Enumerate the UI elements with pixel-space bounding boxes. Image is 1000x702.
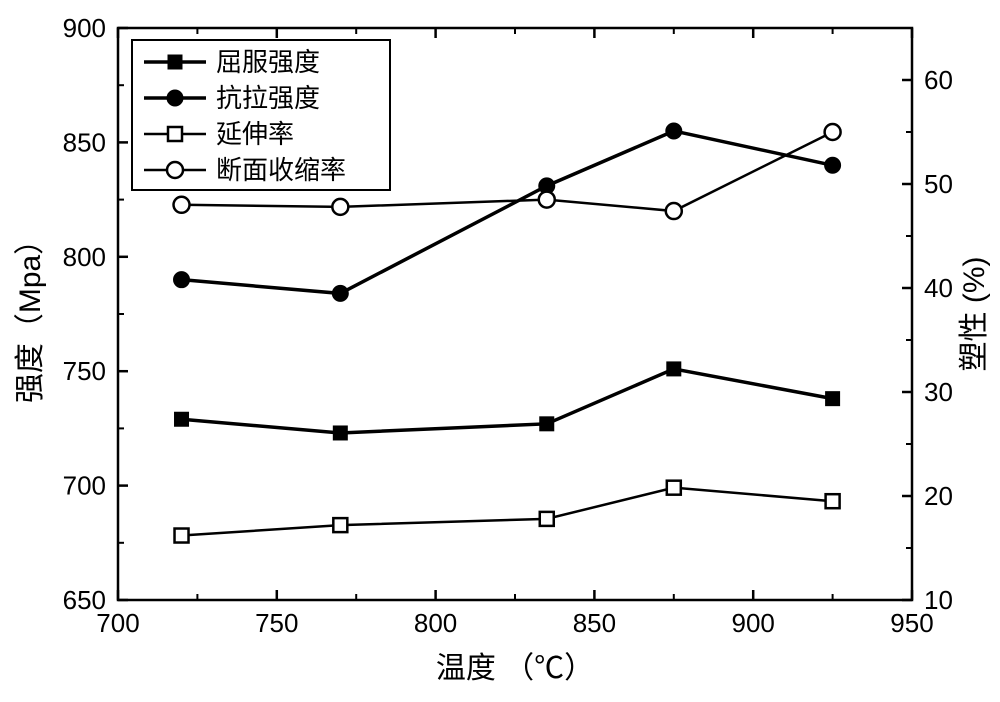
plot-border: [118, 28, 912, 600]
y-left-tick-label: 750: [63, 356, 106, 386]
legend-label: 断面收缩率: [216, 155, 346, 185]
marker-square-filled: [333, 426, 347, 440]
y-right-tick-label: 10: [924, 585, 953, 615]
marker-square-open: [540, 512, 554, 526]
marker-circle-open: [174, 197, 190, 213]
marker-square-open: [826, 494, 840, 508]
x-tick-label: 750: [255, 608, 298, 638]
y-right-tick-label: 50: [924, 169, 953, 199]
y-left-tick-label: 850: [63, 127, 106, 157]
marker-circle-filled: [167, 90, 183, 106]
marker-circle-open: [167, 162, 183, 178]
series-line-2: [182, 488, 833, 536]
marker-circle-open: [332, 199, 348, 215]
chart-container: 7007508008509009506507007508008509001020…: [0, 0, 1000, 702]
marker-square-open: [667, 481, 681, 495]
y-right-tick-label: 60: [924, 65, 953, 95]
x-axis-title: 温度 （℃）: [436, 652, 594, 685]
marker-circle-filled: [666, 123, 682, 139]
marker-circle-filled: [332, 285, 348, 301]
y-right-tick-label: 30: [924, 377, 953, 407]
x-tick-label: 800: [414, 608, 457, 638]
marker-circle-filled: [174, 272, 190, 288]
x-tick-label: 850: [573, 608, 616, 638]
legend-label: 屈服强度: [216, 47, 320, 77]
marker-square-open: [168, 127, 182, 141]
marker-square-filled: [667, 362, 681, 376]
x-tick-label: 900: [732, 608, 775, 638]
marker-square-filled: [540, 417, 554, 431]
y-left-tick-label: 900: [63, 13, 106, 43]
y-right-tick-label: 20: [924, 481, 953, 511]
y-left-tick-label: 800: [63, 242, 106, 272]
chart-svg: 7007508008509009506507007508008509001020…: [0, 0, 1000, 702]
y-right-axis-title: 塑性 (%): [958, 257, 991, 372]
marker-circle-open: [539, 192, 555, 208]
marker-circle-filled: [825, 157, 841, 173]
marker-circle-open: [666, 203, 682, 219]
marker-square-filled: [175, 412, 189, 426]
marker-circle-open: [825, 124, 841, 140]
marker-square-filled: [826, 392, 840, 406]
y-right-tick-label: 40: [924, 273, 953, 303]
series-line-0: [182, 369, 833, 433]
marker-square-open: [175, 529, 189, 543]
legend-label: 抗拉强度: [216, 83, 320, 113]
y-left-axis-title: 强度（Mpa）: [14, 225, 47, 403]
marker-square-open: [333, 518, 347, 532]
marker-square-filled: [168, 55, 182, 69]
y-left-tick-label: 700: [63, 471, 106, 501]
y-left-tick-label: 650: [63, 585, 106, 615]
legend-label: 延伸率: [216, 119, 294, 149]
